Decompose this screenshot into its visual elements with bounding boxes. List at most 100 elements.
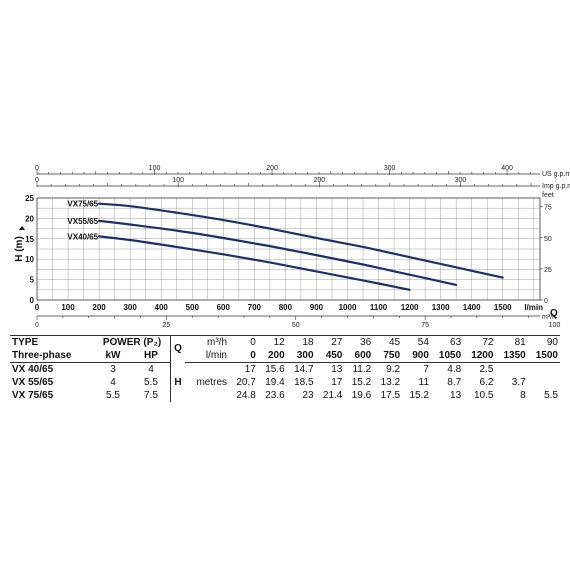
- imp-axis-unit-label: Imp g.p.m.: [542, 183, 570, 190]
- m3h-2: 18: [286, 335, 316, 349]
- lmin-2: 300: [286, 349, 316, 363]
- lmin-6: 900: [402, 349, 431, 363]
- row-kw: 5.5: [106, 389, 120, 401]
- x-tick-label: 400: [155, 303, 169, 312]
- row-h: 13.2: [380, 376, 401, 388]
- row-h: 15.2: [409, 389, 429, 401]
- table-header-row-1: TYPE POWER (P₂) Q m³/h 0 12 18 27 36 45 …: [10, 335, 560, 363]
- top-axes: 0 100 200 300 400 US g.p.m. 0 100 200 300 Imp g.p.…: [35, 165, 570, 190]
- m3h-tick-label: 50: [292, 322, 300, 329]
- x-tick-label: 300: [123, 303, 137, 312]
- m3h-tick-label: 0: [35, 322, 39, 329]
- y-tick-label: 5: [30, 276, 35, 285]
- y-tick-label: 15: [25, 235, 34, 244]
- usgpm-axis-tick-label: 300: [384, 165, 396, 172]
- x-tick-label: 700: [248, 303, 262, 312]
- curve-vx75-65: [97, 202, 504, 279]
- m3h-unit-label: m³/h: [542, 314, 556, 321]
- lmin-label: l/min: [185, 349, 229, 363]
- y-tick-label: 0: [30, 296, 35, 305]
- x-tick-label: 0: [35, 303, 40, 312]
- m3h-tick-label: 100: [549, 322, 561, 329]
- m3h-tick-label: 25: [162, 322, 170, 329]
- row-h: 3.7: [511, 376, 526, 388]
- series-label: VX40/65: [67, 232, 98, 241]
- row-h: 21.4: [322, 389, 343, 401]
- lmin-4: 600: [344, 349, 374, 363]
- imp-axis-tick-label: 100: [172, 177, 184, 184]
- row-h: 5.5: [544, 389, 558, 401]
- row-h: 24.8: [236, 389, 256, 401]
- series-label: VX75/65: [67, 200, 98, 209]
- row-h: 23: [302, 389, 314, 401]
- q-axis-label: Q: [550, 308, 558, 319]
- m3h-10: 90: [527, 335, 560, 349]
- m3h-0: 0: [229, 335, 258, 349]
- row-h: 19.6: [351, 389, 372, 401]
- hp-header: HP: [132, 349, 171, 363]
- x-tick-label: 200: [92, 303, 106, 312]
- m3h-4: 36: [344, 335, 374, 349]
- phase-header: Three-phase: [10, 349, 94, 363]
- m3h-label: m³/h: [185, 335, 229, 349]
- metres-label: metres: [196, 376, 227, 388]
- type-header: TYPE: [10, 335, 94, 349]
- row-h: 18.5: [294, 376, 314, 388]
- axis-labels: 0 5 10 15 20 25 0 25 50 75 feet H (m) 0 100 200 300 400 5…: [14, 192, 558, 319]
- y-axis-title: H (m): [14, 236, 25, 262]
- m3h-3: 27: [315, 335, 345, 349]
- x-tick-label: 600: [217, 303, 231, 312]
- lmin-10: 1500: [527, 349, 560, 363]
- row-h: 17.5: [380, 389, 401, 401]
- x-tick-label: 1300: [432, 303, 450, 312]
- m3h-9: 81: [495, 335, 528, 349]
- row-h: 15.2: [351, 376, 372, 388]
- x-tick-label: 500: [186, 303, 200, 312]
- row-type: VX 55/65: [12, 376, 54, 388]
- row-kw: 3: [110, 363, 116, 375]
- row-h: 19.4: [265, 376, 285, 388]
- x-tick-label: 800: [279, 303, 293, 312]
- y-axis-arrow-icon: [19, 226, 25, 230]
- x-tick-label: 100: [61, 303, 75, 312]
- row-hp: 5.5: [144, 376, 158, 388]
- y-right-tick-label: 75: [544, 205, 552, 212]
- y-right-tick-label: 25: [544, 267, 552, 274]
- x-tick-label: 1500: [494, 303, 512, 312]
- power-header: POWER (P₂): [94, 335, 171, 349]
- row-h: 8: [520, 389, 526, 401]
- y-right-tick-label: 0: [544, 298, 548, 305]
- row-h: 11.2: [352, 363, 372, 375]
- row-h: 15.6: [265, 363, 285, 375]
- performance-table: TYPE POWER (P₂) Q m³/h 0 12 18 27 36 45 …: [10, 335, 560, 402]
- x-unit-label: l/min: [524, 303, 543, 312]
- lmin-9: 1350: [495, 349, 528, 363]
- m3h-5: 45: [373, 335, 403, 349]
- table-row: VX 55/65 4 5.5 H metres 20.7 19.4 18.5 1…: [10, 376, 560, 389]
- row-type: VX 40/65: [12, 363, 54, 375]
- usgpm-axis-unit-label: US g.p.m.: [542, 171, 570, 178]
- row-h: [528, 376, 560, 389]
- lmin-0: 0: [229, 349, 258, 363]
- lmin-7: 1050: [430, 349, 464, 363]
- lmin-5: 750: [373, 349, 403, 363]
- usgpm-axis-tick-label: 200: [266, 165, 278, 172]
- usgpm-axis-tick-label: 0: [35, 165, 39, 172]
- m3h-6: 54: [402, 335, 431, 349]
- row-h: [528, 363, 560, 377]
- row-h: 13: [331, 363, 343, 375]
- table-row: VX 40/65 3 4 17 15.6 14.7 13 11.2 9.2 7 …: [10, 362, 560, 377]
- row-h: 8.7: [447, 376, 462, 388]
- row-hp: 4: [148, 363, 154, 375]
- row-h: 7: [423, 363, 429, 375]
- x-tick-label: 1100: [370, 303, 388, 312]
- row-h: 6.2: [479, 376, 494, 388]
- row-type: VX 75/65: [12, 389, 54, 401]
- y-tick-label: 25: [25, 194, 34, 203]
- y-tick-label: 20: [25, 214, 34, 223]
- q-header: Q: [170, 335, 185, 363]
- table-row: VX 75/65 5.5 7.5 24.8 23.6 23 21.4 19.6 …: [10, 389, 560, 402]
- imp-axis-tick-label: 200: [313, 177, 325, 184]
- usgpm-axis-tick-label: 400: [501, 165, 513, 172]
